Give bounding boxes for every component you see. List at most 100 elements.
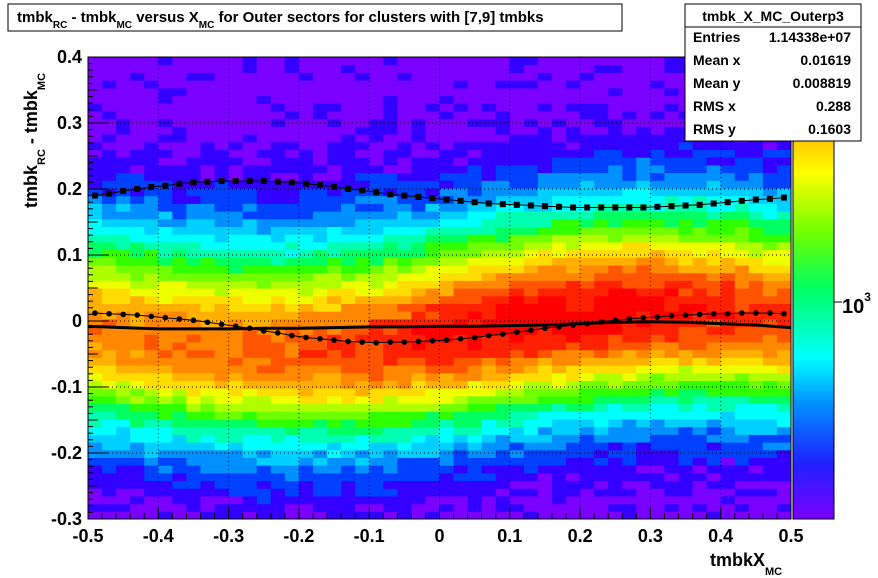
heatmap-cell: [622, 503, 637, 512]
heatmap-cell: [594, 72, 609, 81]
heatmap-cell: [411, 341, 427, 351]
heatmap-cell: [116, 149, 131, 158]
series-point-square: [134, 186, 141, 192]
heatmap-cell: [341, 449, 356, 458]
heatmap-cell: [397, 495, 412, 505]
heatmap-cell: [622, 103, 637, 112]
heatmap-cell: [636, 288, 651, 297]
heatmap-cell: [369, 457, 384, 466]
heatmap-cell: [523, 418, 539, 428]
heatmap-cell: [706, 141, 722, 150]
heatmap-cell: [102, 457, 117, 466]
heatmap-cell: [650, 249, 666, 258]
heatmap-cell: [467, 218, 483, 227]
heatmap-cell: [734, 149, 750, 158]
heatmap-cell: [341, 349, 356, 358]
heatmap-cell: [284, 434, 300, 443]
heatmap-cell: [734, 442, 750, 451]
heatmap-cell: [776, 480, 791, 489]
heatmap-cell: [509, 311, 525, 320]
heatmap-cell: [734, 403, 750, 412]
heatmap-cell: [481, 326, 497, 335]
heatmap-cell: [664, 326, 680, 335]
heatmap-cell: [692, 495, 708, 505]
heatmap-cell: [298, 141, 314, 150]
heatmap-cell: [312, 203, 328, 212]
heatmap-cell: [158, 503, 173, 512]
heatmap-cell: [608, 103, 623, 112]
heatmap-cell: [130, 195, 145, 204]
heatmap-cell: [566, 157, 581, 166]
heatmap-cell: [467, 318, 483, 328]
heatmap-cell: [636, 172, 651, 181]
heatmap-cell: [298, 234, 314, 243]
heatmap-cell: [242, 87, 258, 97]
heatmap-cell: [397, 187, 412, 197]
heatmap-cell: [270, 457, 286, 466]
heatmap-cell: [636, 380, 651, 389]
heatmap-cell: [594, 95, 609, 104]
heatmap-cell: [102, 195, 117, 204]
heatmap-cell: [242, 211, 258, 220]
heatmap-cell: [650, 149, 666, 158]
heatmap-cell: [383, 211, 398, 220]
heatmap-cell: [425, 318, 441, 328]
heatmap-cell: [664, 272, 680, 281]
heatmap-cell: [566, 326, 581, 335]
heatmap-cell: [116, 249, 131, 258]
heatmap-cell: [523, 164, 539, 174]
heatmap-cell: [256, 311, 272, 320]
heatmap-cell: [355, 241, 370, 251]
heatmap-cell: [734, 341, 750, 351]
heatmap-cell: [158, 134, 173, 143]
heatmap-cell: [284, 95, 300, 104]
heatmap-cell: [144, 203, 159, 212]
heatmap-cell: [298, 80, 314, 89]
series-point-square: [584, 204, 591, 211]
heatmap-cell: [256, 72, 272, 81]
heatmap-cell: [312, 372, 328, 381]
heatmap-cell: [481, 172, 497, 181]
heatmap-cell: [242, 372, 258, 381]
heatmap-cell: [397, 372, 412, 381]
heatmap-cell: [116, 395, 131, 405]
heatmap-cell: [706, 326, 722, 335]
heatmap-cell: [228, 349, 244, 358]
heatmap-cell: [383, 118, 398, 127]
heatmap-cell: [762, 372, 778, 381]
heatmap-cell: [636, 503, 651, 512]
heatmap-cell: [383, 149, 398, 158]
heatmap-cell: [172, 187, 188, 197]
heatmap-cell: [88, 164, 103, 174]
heatmap-cell: [312, 126, 328, 135]
heatmap-cell: [397, 326, 412, 335]
heatmap-cell: [270, 311, 286, 320]
heatmap-cell: [706, 303, 722, 312]
heatmap-cell: [130, 426, 145, 435]
heatmap-cell: [481, 465, 497, 474]
heatmap-cell: [200, 257, 216, 266]
heatmap-cell: [341, 303, 356, 312]
heatmap-cell: [270, 372, 286, 381]
heatmap-cell: [425, 211, 441, 220]
heatmap-cell: [776, 180, 791, 189]
heatmap-cell: [355, 311, 370, 320]
heatmap-cell: [706, 257, 722, 266]
series-point-circle: [682, 312, 689, 318]
heatmap-cell: [509, 449, 525, 458]
heatmap-cell: [650, 172, 666, 181]
heatmap-cell: [102, 365, 117, 374]
heatmap-cell: [383, 403, 398, 412]
series-point-circle: [429, 338, 436, 344]
heatmap-cell: [172, 411, 188, 420]
heatmap-cell: [537, 264, 553, 274]
heatmap-cell: [523, 241, 539, 251]
heatmap-cell: [439, 288, 455, 297]
heatmap-cell: [720, 395, 736, 405]
heatmap-cell: [664, 365, 680, 374]
heatmap-cell: [481, 187, 497, 197]
heatmap-cell: [312, 442, 328, 451]
heatmap-cell: [242, 403, 258, 412]
heatmap-cell: [481, 72, 497, 81]
heatmap-cell: [664, 103, 680, 112]
